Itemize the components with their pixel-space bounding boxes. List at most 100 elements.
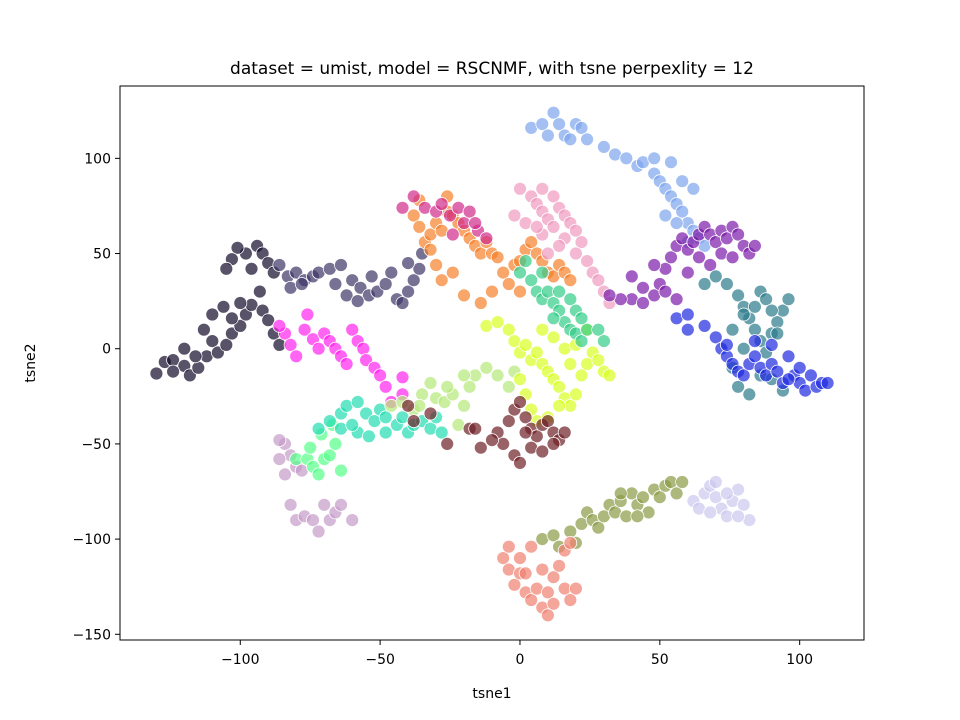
scatter-point-s0-p26 — [230, 240, 245, 255]
scatter-point-s8-p20 — [535, 444, 550, 459]
scatter-point-s17-p5 — [664, 250, 678, 265]
scatter-point-s18-p12 — [781, 292, 796, 307]
scatter-point-s7-p22 — [546, 330, 561, 345]
scatter-point-s11-p12 — [552, 238, 566, 253]
scatter-point-s11-p16 — [574, 235, 589, 250]
scatter-point-s1-p24 — [364, 269, 379, 284]
scatter-point-s14-p8 — [541, 585, 555, 600]
scatter-point-s13-p24 — [630, 509, 645, 524]
scatter-point-s13-p1 — [546, 528, 561, 543]
scatter-point-s10-p10 — [479, 231, 494, 246]
scatter-point-s12-p17 — [563, 292, 578, 307]
scatter-point-s13-p8 — [591, 520, 606, 535]
x-axis-label: tsne1 — [472, 686, 511, 702]
scatter-point-s14-p15 — [501, 539, 516, 554]
scatter-point-s8-p8 — [518, 410, 533, 425]
scatter-point-s6-p16 — [440, 379, 455, 394]
scatter-point-s1-p20 — [350, 294, 365, 309]
scatter-point-s8-p25 — [440, 436, 455, 451]
scatter-point-s5-p1 — [322, 414, 337, 429]
scatter-point-s7-p18 — [591, 353, 606, 368]
scatter-point-s16-p27 — [686, 181, 701, 196]
scatter-point-s5-p21 — [345, 417, 360, 432]
scatter-point-s7-p30 — [552, 398, 566, 413]
scatter-point-s14-p16 — [513, 551, 527, 565]
scatter-point-s1-p17 — [412, 261, 427, 276]
scatter-point-s14-p17 — [524, 539, 539, 554]
scatter-point-s16-p12 — [619, 151, 634, 166]
scatter-point-s17-p32 — [602, 288, 617, 303]
scatter-point-s8-p21 — [546, 436, 561, 451]
scatter-point-s8-p26 — [468, 421, 483, 436]
scatter-point-s19-p3 — [708, 330, 723, 345]
scatter-point-s18-p20 — [742, 387, 757, 402]
scatter-point-s13-p22 — [669, 486, 684, 501]
scatter-point-s18-p3 — [731, 288, 745, 303]
scatter-point-s5-p19 — [378, 425, 393, 440]
scatter-point-s17-p0 — [624, 269, 639, 284]
scatter-point-s2-p15 — [373, 368, 388, 383]
scatter-point-s9-p38 — [513, 284, 527, 299]
scatter-point-s17-p17 — [731, 227, 745, 242]
scatter-point-s6-p11 — [479, 360, 494, 375]
scatter-point-s0-p23 — [233, 296, 248, 310]
scatter-point-s16-p6 — [563, 132, 578, 147]
scatter-point-s8-p18 — [513, 455, 527, 470]
scatter-point-s7-p20 — [602, 368, 617, 383]
scatter-point-s19-p24 — [792, 360, 807, 375]
scatter-point-s12-p0 — [513, 265, 527, 280]
scatter-point-s8-p22 — [557, 425, 572, 440]
scatter-point-s11-p23 — [507, 208, 522, 223]
scatter-point-s2-p10 — [345, 322, 360, 337]
scatter-point-s9-p32 — [473, 296, 488, 310]
scatter-point-s14-p12 — [563, 536, 578, 550]
scatter-point-s18-p17 — [736, 341, 751, 356]
scatter-point-s19-p16 — [781, 349, 796, 364]
scatter-point-s3-p10 — [311, 524, 326, 539]
scatter-point-s1-p25 — [384, 265, 399, 280]
scatter-point-s16-p10 — [597, 139, 611, 154]
scatter-point-s14-p22 — [541, 608, 555, 623]
x-axis-ticks: −100 −50 0 50 100 — [221, 640, 813, 668]
scatter-point-s16-p8 — [574, 121, 589, 135]
scatter-point-s12-p2 — [524, 273, 539, 288]
scatter-point-s15-p9 — [736, 497, 751, 512]
scatter-point-s12-p16 — [552, 284, 566, 299]
scatter-point-s9-p30 — [445, 265, 460, 280]
scatter-point-s16-p26 — [675, 174, 690, 189]
x-tick-label-4: 100 — [786, 652, 813, 668]
scatter-point-s5-p4 — [350, 395, 365, 409]
scatter-point-s2-p16 — [378, 379, 393, 394]
scatter-point-s0-p33 — [177, 341, 192, 356]
scatter-point-s17-p25 — [680, 265, 695, 280]
scatter-point-s9-p29 — [429, 258, 444, 272]
scatter-point-s18-p26 — [725, 322, 740, 337]
scatter-point-s0-p0 — [149, 366, 164, 381]
scatter-point-s2-p5 — [311, 341, 326, 356]
scatter-point-s15-p13 — [731, 509, 745, 524]
scatter-point-s6-p3 — [415, 387, 430, 402]
scatter-point-s8-p12 — [541, 414, 555, 429]
scatter-point-s17-p22 — [636, 296, 650, 310]
scatter-point-s0-p7 — [205, 334, 220, 349]
scatter-point-s14-p20 — [563, 593, 578, 607]
scatter-point-s11-p15 — [569, 223, 583, 238]
scatter-point-s16-p1 — [535, 117, 550, 131]
scatter-point-s6-p4 — [423, 376, 438, 390]
scatter-point-s10-p11 — [468, 216, 483, 231]
scatter-point-s9-p1 — [412, 219, 427, 234]
scatter-point-s10-p1 — [406, 189, 421, 204]
scatter-point-s4-p6 — [328, 436, 343, 451]
scatter-point-s17-p1 — [636, 280, 650, 295]
scatter-point-s6-p13 — [501, 379, 516, 394]
points-layer — [149, 105, 835, 623]
scatter-point-s8-p2 — [423, 406, 438, 421]
scatter-point-s5-p0 — [311, 421, 326, 436]
scatter-point-s0-p34 — [188, 349, 203, 364]
scatter-point-s17-p26 — [692, 250, 706, 265]
y-tick-label-0: −150 — [73, 627, 111, 643]
scatter-point-s14-p19 — [535, 562, 550, 577]
scatter-point-s12-p15 — [546, 311, 561, 326]
scatter-point-s9-p34 — [434, 273, 449, 288]
scatter-point-s9-p21 — [524, 235, 539, 250]
